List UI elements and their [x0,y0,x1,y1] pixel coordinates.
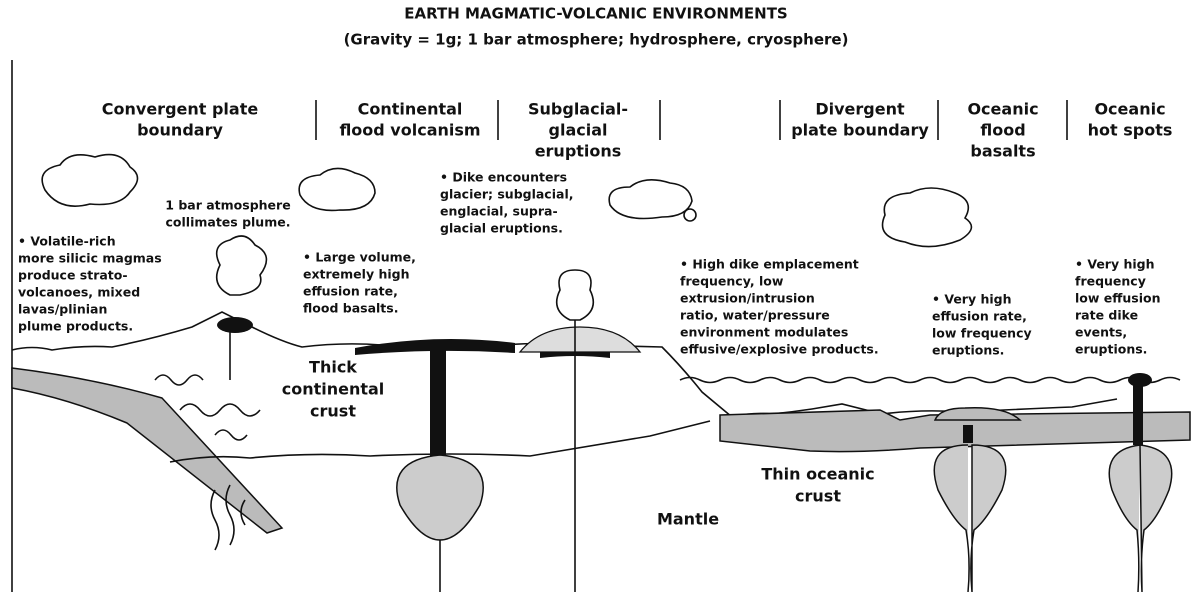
annotation: low frequency [932,326,1032,341]
drawing [11,60,1191,592]
subtitle: (Gravity = 1g; 1 bar atmosphere; hydrosp… [344,31,849,49]
volcanic-plume [215,235,268,380]
annotation: glacier; subglacial, [440,187,573,202]
title: EARTH MAGMATIC-VOLCANIC ENVIRONMENTS [404,5,788,23]
environment-heading: Divergent [815,100,905,119]
environment-heading: Oceanic [967,100,1038,119]
oceanic-crust [719,409,1191,453]
annotation: eruptions. [932,343,1004,358]
sea-level [679,376,1181,384]
region-label: continental [282,380,385,399]
environment-heading: glacial [549,121,608,140]
environment-heading: flood volcanism [339,121,480,140]
annotation: frequency, low [680,274,784,289]
annotation: environment modulates [680,325,848,340]
environment-heading: plate boundary [791,121,929,140]
environment-heading: flood [980,121,1025,140]
flood-basalt [933,407,1022,421]
annotation: rate dike [1075,308,1138,323]
region-label: crust [795,487,841,506]
mantle-plumes [396,444,1173,592]
subglacial-plume [555,269,595,592]
annotation: collimates plume. [166,215,291,230]
annotation: effusive/explosive products. [680,342,879,357]
environment-heading: Oceanic [1094,100,1165,119]
annotation: produce strato- [18,268,128,283]
annotation: eruptions. [1075,342,1147,357]
labels: Convergent plate boundary Continental flood… [18,100,1172,529]
annotation: frequency [1075,274,1146,289]
annotation: • High dike emplacement [680,257,859,272]
annotation: flood basalts. [303,301,398,316]
annotation: 1 bar atmosphere [165,198,290,213]
environment-heading: boundary [137,121,223,140]
environment-heading: Subglacial- [528,100,628,119]
glacier [518,326,642,353]
environment-heading: Continental [358,100,463,119]
annotation: glacial eruptions. [440,221,563,236]
annotation: • Very high [1075,257,1155,272]
annotation: effusion rate, [932,309,1027,324]
annotation: • Very high [932,292,1012,307]
annotation: extremely high [303,267,409,282]
annotation: low effusion [1075,291,1161,306]
annotation: effusion rate, [303,284,398,299]
environment-heading: basalts [970,142,1035,161]
clouds [41,153,973,248]
annotation: ratio, water/pressure [680,308,830,323]
region-label: Thin oceanic [761,465,874,484]
annotation: more silicic magmas [18,251,162,266]
annotation: • Large volume, [303,250,416,265]
dividers [315,100,1068,140]
environment-heading: eruptions [535,142,622,161]
annotation: englacial, supra- [440,204,558,219]
region-label: Mantle [657,510,719,529]
squiggles [154,374,261,551]
annotation: • Dike encounters [440,170,567,185]
annotation: • Volatile-rich [18,234,116,249]
annotation: events, [1075,325,1127,340]
annotation: lavas/plinian [18,302,107,317]
region-label: Thick [309,358,357,377]
region-label: crust [310,402,356,421]
annotation: plume products. [18,319,133,334]
magma [217,317,1152,456]
crust-base [169,420,711,463]
annotation: volcanoes, mixed [18,285,140,300]
environment-heading: hot spots [1088,121,1173,140]
environment-heading: Convergent plate [102,100,259,119]
annotation: extrusion/intrusion [680,291,815,306]
